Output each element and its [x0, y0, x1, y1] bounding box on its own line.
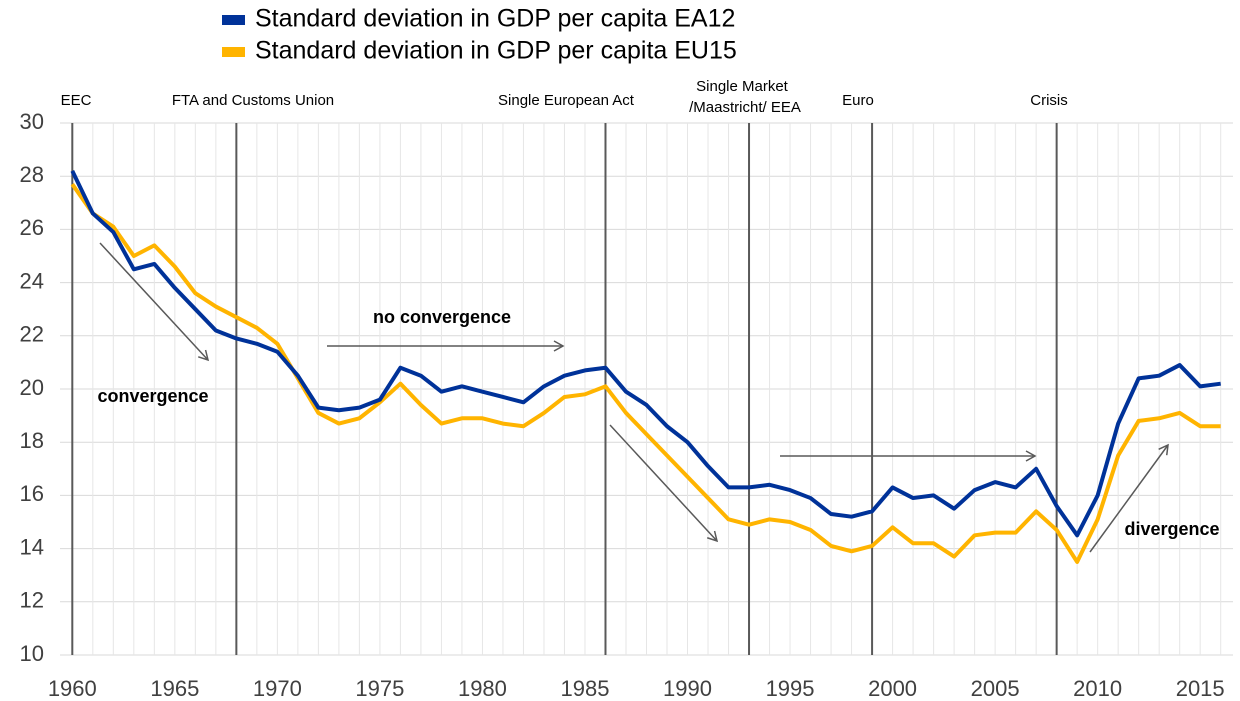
x-tick-label: 2000	[868, 676, 917, 701]
arrows	[99, 242, 1169, 553]
x-tick-label: 1995	[766, 676, 815, 701]
event-label: Single Market	[696, 78, 789, 95]
y-tick-label: 28	[20, 162, 44, 187]
series-line	[70, 170, 1221, 538]
x-tick-label: 1980	[458, 676, 507, 701]
legend-label: Standard deviation in GDP per capita EU1…	[255, 37, 737, 65]
y-tick-label: 22	[20, 322, 44, 347]
x-tick-label: 2005	[971, 676, 1020, 701]
arrow	[99, 242, 210, 362]
x-tick-label: 1975	[355, 676, 404, 701]
event-label: Single European Act	[498, 92, 635, 109]
y-tick-label: 18	[20, 428, 44, 453]
legend-swatch	[222, 47, 245, 57]
annotation: convergence	[97, 386, 208, 406]
y-tick-label: 14	[20, 534, 44, 559]
y-tick-label: 16	[20, 481, 44, 506]
events	[71, 123, 1058, 655]
legend-label: Standard deviation in GDP per capita EA1…	[255, 5, 735, 33]
x-tick-label: 2015	[1176, 676, 1225, 701]
event-label: FTA and Customs Union	[172, 92, 334, 109]
y-tick-label: 30	[20, 109, 44, 134]
event-label: /Maastricht/ EEA	[689, 99, 801, 116]
x-tick-label: 1990	[663, 676, 712, 701]
y-tick-label: 20	[20, 375, 44, 400]
arrow	[609, 424, 719, 543]
y-tick-label: 26	[20, 215, 44, 240]
event-label: Euro	[842, 92, 874, 109]
legend-swatch	[222, 15, 245, 25]
x-tick-label: 1985	[561, 676, 610, 701]
x-tick-label: 2010	[1073, 676, 1122, 701]
y-tick-label: 10	[20, 641, 44, 666]
x-tick-label: 1970	[253, 676, 302, 701]
annotation: no convergence	[373, 307, 511, 327]
legend: Standard deviation in GDP per capita EA1…	[222, 5, 737, 65]
x-tick-label: 1960	[48, 676, 97, 701]
event-label: EEC	[61, 92, 92, 109]
x-tick-label: 1965	[150, 676, 199, 701]
y-tick-label: 12	[20, 588, 44, 613]
annotation: divergence	[1124, 519, 1219, 539]
arrow	[1089, 443, 1169, 553]
y-tick-label: 24	[20, 268, 44, 293]
lines	[70, 170, 1221, 564]
event-label: Crisis	[1030, 92, 1068, 109]
series-line	[70, 183, 1221, 564]
